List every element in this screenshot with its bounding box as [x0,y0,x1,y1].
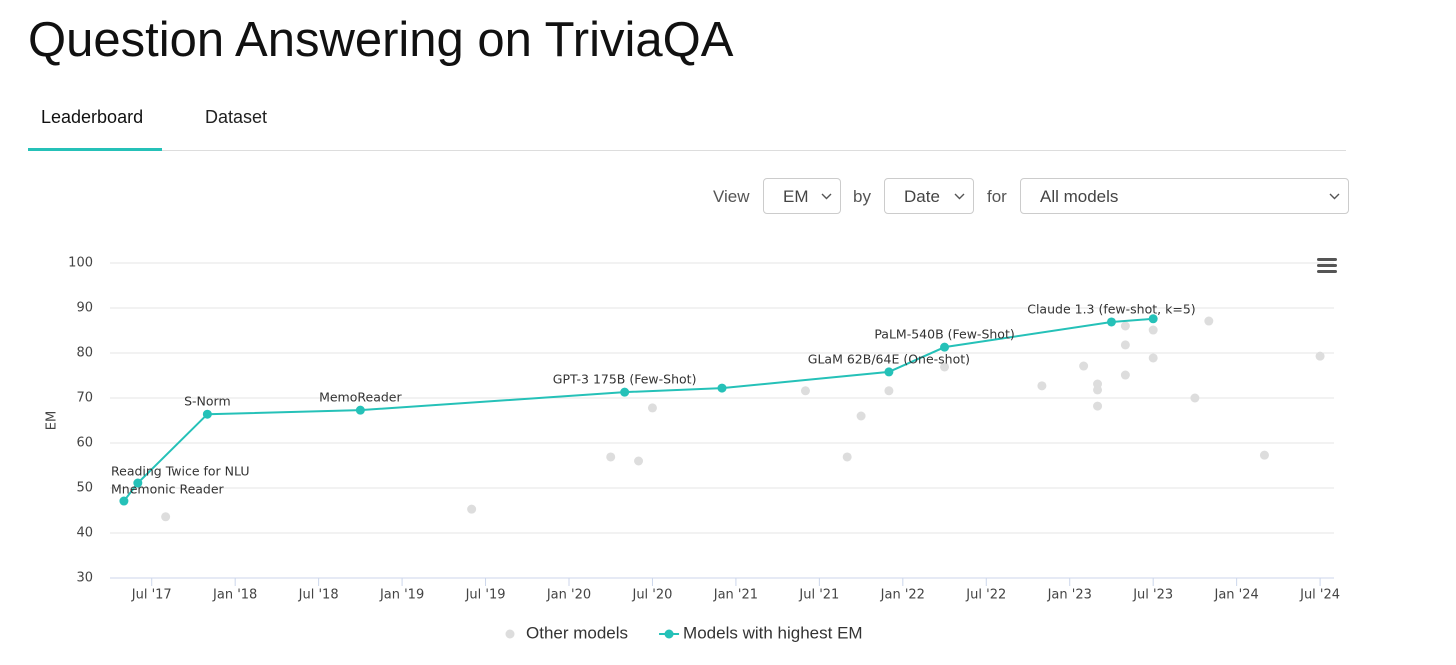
point-label: Reading Twice for NLU [111,464,250,479]
select[interactable]: EM [763,178,841,214]
tab[interactable]: Dataset [205,107,268,127]
highlight-point[interactable] [202,409,212,419]
point-label: PaLM-540B (Few-Shot) [874,327,1014,342]
chevron [954,193,965,200]
point[interactable] [1204,316,1214,326]
x-tick-label: Jul '23 [1132,588,1173,603]
y-tick-label: 30 [76,571,93,586]
highlight-point[interactable] [884,367,894,377]
y-tick-label: 100 [68,256,93,271]
tab[interactable]: Leaderboard [41,107,144,127]
y-tick-label: 60 [76,436,93,451]
point[interactable] [1148,325,1158,335]
x-tick-label: Jan '22 [880,588,925,603]
menu-icon-bar [1317,270,1337,273]
select-value: EM [783,187,809,206]
point[interactable] [1093,385,1103,395]
point-label: S-Norm [184,394,231,409]
point[interactable] [1079,361,1089,371]
point[interactable] [842,452,852,462]
chevron [821,193,832,200]
tab-underline [28,148,162,151]
control-label: by [853,187,871,206]
y-tick-label: 70 [76,391,93,406]
x-tick-label: Jul '21 [798,588,839,603]
highlight-point[interactable] [717,383,727,393]
highlight-point[interactable] [620,387,630,397]
point[interactable] [1315,351,1325,361]
x-tick-label: Jul '20 [631,588,672,603]
point[interactable] [884,386,894,396]
series-line [123,317,1154,502]
highlight-point[interactable] [1148,314,1158,324]
point[interactable] [634,456,644,466]
x-tick-label: Jan '21 [713,588,758,603]
y-axis-label: EM [45,411,60,430]
point-label: Claude 1.3 (few-shot, k=5) [1027,301,1195,316]
highlight-point[interactable] [119,496,129,506]
chart: 30 40 50 60 70 80 90 100 Jul '17 Jan '18 Jul '18 Ja… [45,256,1341,643]
point[interactable] [1259,450,1269,460]
legend-marker [505,629,515,639]
legend-text[interactable]: Models with highest EM [683,623,863,642]
select-value: All models [1040,187,1119,206]
highlight-point[interactable] [355,405,365,415]
y-tick-label: 90 [76,301,93,316]
point[interactable] [1093,401,1103,411]
legend-marker [664,629,674,639]
x-tick-label: Jul '18 [298,588,339,603]
point[interactable] [467,504,477,514]
y-tick-label: 40 [76,526,93,541]
control-label: for [987,187,1007,206]
page-title: Question Answering on TriviaQA [28,13,734,67]
control-label: View [713,187,750,206]
x-tick-label: Jul '17 [131,588,172,603]
point[interactable] [1148,353,1158,363]
point[interactable] [1120,321,1130,331]
select[interactable]: Date [884,178,974,214]
select-value: Date [904,187,940,206]
x-tick-label: Jan '23 [1047,588,1092,603]
point-label: Mnemonic Reader [111,482,225,497]
chevron [1329,193,1340,200]
select[interactable]: All models [1020,178,1349,214]
point[interactable] [856,411,866,421]
highlight-point[interactable] [1106,317,1116,327]
menu-icon-bar [1317,258,1337,261]
x-tick-label: Jan '20 [546,588,591,603]
point[interactable] [161,512,171,522]
x-tick-label: Jul '24 [1299,588,1340,603]
point[interactable] [940,362,950,372]
highlight-point[interactable] [940,342,950,352]
point[interactable] [1120,340,1130,350]
menu-icon-bar [1317,264,1337,267]
point[interactable] [800,386,810,396]
point[interactable] [1037,381,1047,391]
tab-bar: Leaderboard Dataset [28,100,1346,151]
highlight-point[interactable] [133,478,143,488]
point[interactable] [1120,370,1130,380]
x-tick-label: Jul '22 [965,588,1006,603]
point-label: GLaM 62B/64E (One-shot) [808,351,970,366]
point-label: GPT-3 175B (Few-Shot) [553,372,697,387]
x-tick-label: Jan '18 [212,588,257,603]
y-tick-label: 50 [76,481,93,496]
point[interactable] [647,403,657,413]
point[interactable] [606,452,616,462]
x-tick-label: Jan '19 [379,588,424,603]
x-tick-label: Jan '24 [1213,588,1258,603]
y-tick-label: 80 [76,346,93,361]
point-label: MemoReader [319,390,402,405]
legend-text[interactable]: Other models [526,623,628,642]
point[interactable] [1190,393,1200,403]
x-tick-label: Jul '19 [465,588,506,603]
